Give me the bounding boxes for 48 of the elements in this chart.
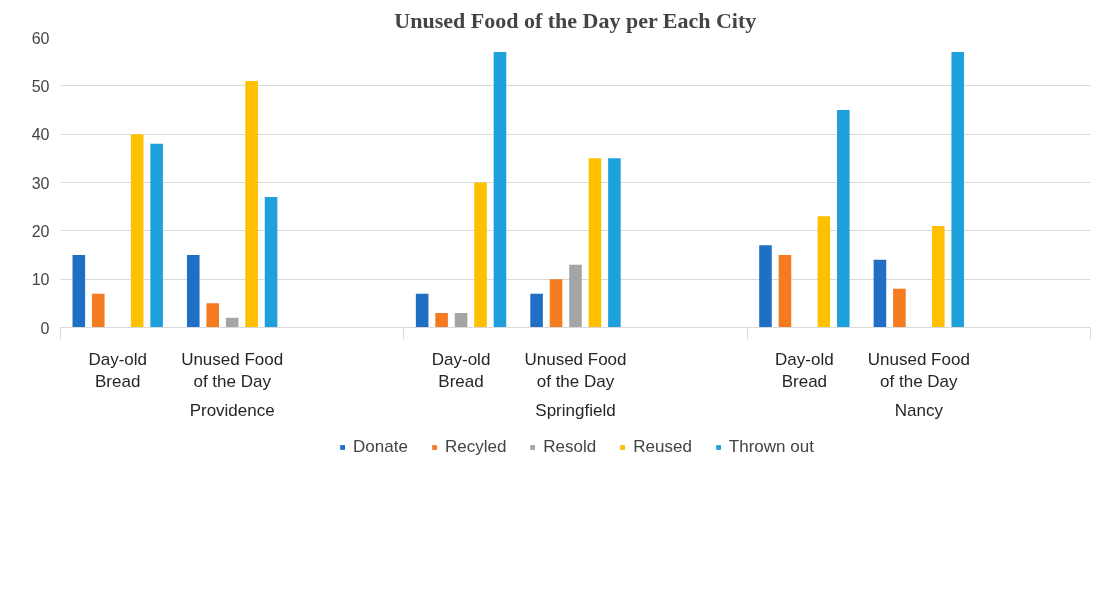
y-tick-label: 20 [31, 222, 50, 240]
bar [474, 182, 487, 328]
y-tick-label: 0 [40, 319, 50, 337]
bar [415, 293, 429, 328]
bar [530, 293, 543, 328]
bar [893, 288, 906, 328]
bar [837, 110, 850, 328]
text: Providence [189, 400, 275, 420]
bar [549, 279, 563, 328]
bar [951, 52, 965, 328]
x-tick-label: Day-old Bread [88, 349, 148, 392]
bar [569, 264, 582, 328]
bar [759, 245, 772, 328]
bar [608, 158, 621, 328]
x-tick-label: Unused Food of the Day [524, 349, 627, 392]
bar [817, 216, 831, 328]
text: Springfield [535, 400, 616, 420]
bar [778, 255, 792, 328]
x-tick-label: Day-old Bread [431, 349, 491, 392]
bar [91, 293, 105, 328]
bar [454, 313, 468, 328]
bar [493, 52, 507, 328]
bar [72, 255, 86, 328]
bar [873, 259, 887, 328]
legend-label: Recyled [444, 437, 507, 457]
bar [130, 134, 144, 328]
bar [245, 81, 258, 328]
text: Nancy [894, 400, 944, 420]
x-tick-label: Day-old Bread [775, 349, 834, 392]
legend-label: Thrown out [728, 437, 814, 457]
legend-label: Donate [353, 437, 408, 457]
y-tick-label: 60 [31, 29, 50, 47]
legend-label: Reused [633, 437, 692, 457]
x-tick-label: Unused Food of the Day [181, 349, 284, 392]
bar [435, 313, 448, 328]
bar [931, 226, 945, 328]
y-tick-label: 50 [31, 77, 50, 95]
legend-label: Resold [543, 437, 597, 457]
y-tick-label: 30 [31, 174, 50, 192]
y-tick-label: 40 [31, 126, 50, 144]
y-tick-label: 10 [31, 271, 50, 289]
bar [206, 303, 220, 328]
bar [186, 255, 200, 328]
chart-title: Unused Food of the Day per Each City [394, 7, 757, 33]
bar [150, 143, 163, 328]
bar [588, 158, 602, 328]
x-tick-label: Unused Food of the Day [867, 349, 970, 392]
bar [264, 197, 278, 328]
